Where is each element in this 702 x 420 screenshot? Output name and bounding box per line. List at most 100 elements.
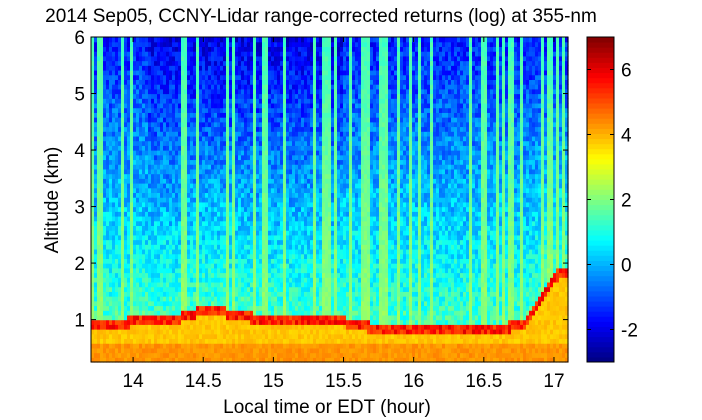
heatmap-cell [298,347,302,354]
heatmap-cell [94,352,98,358]
heatmap-cell [184,150,188,156]
heatmap-cell [268,121,272,128]
heatmap-cell [268,74,272,80]
heatmap-cell [100,74,104,80]
heatmap-cell [235,131,239,137]
heatmap-cell [115,319,119,325]
heatmap-cell [259,187,263,194]
heatmap-cell [220,41,224,48]
heatmap-cell [235,74,239,80]
heatmap-cell [172,211,176,217]
heatmap-cell [97,145,101,151]
heatmap-cell [208,258,212,264]
heatmap-cell [100,300,104,307]
heatmap-cell [154,88,158,95]
heatmap-cell [166,211,170,217]
heatmap-cell [295,272,299,278]
heatmap-cell [100,192,104,198]
heatmap-cell [277,291,281,297]
heatmap-cell [91,201,95,208]
heatmap-cell [136,154,140,161]
heatmap-cell [145,319,149,325]
heatmap-cell [265,98,269,104]
heatmap-cell [139,88,143,95]
heatmap-cell [205,333,209,340]
heatmap-cell [175,117,179,123]
heatmap-cell [256,277,260,283]
heatmap-cell [262,192,266,198]
heatmap-cell [106,277,110,283]
heatmap-cell [283,248,287,255]
heatmap-cell [175,253,179,259]
heatmap-cell [145,220,149,227]
heatmap-cell [283,168,287,175]
heatmap-cell [298,145,302,151]
heatmap-cell [139,112,143,118]
heatmap-cell [292,84,296,90]
heatmap-cell [169,173,173,179]
heatmap-cell [175,300,179,307]
heatmap-cell [232,206,236,212]
heatmap-cell [190,263,194,269]
heatmap-cell [295,248,299,255]
heatmap-cell [196,314,200,321]
heatmap-cell [190,79,194,85]
heatmap-cell [244,329,248,335]
heatmap-cell [103,291,107,297]
heatmap-cell [115,131,119,137]
heatmap-cell [214,131,218,137]
heatmap-cell [280,192,284,198]
heatmap-cell [211,234,215,241]
heatmap-cell [226,150,230,156]
heatmap-cell [274,206,278,212]
heatmap-cell [115,183,119,189]
heatmap-cell [169,126,173,132]
heatmap-cell [226,300,230,307]
heatmap-cell [175,281,179,288]
heatmap-cell [154,230,158,236]
heatmap-cell [280,347,284,354]
heatmap-column [301,37,305,363]
heatmap-cell [112,225,116,231]
heatmap-cell [277,168,281,175]
heatmap-cell [271,74,275,80]
heatmap-cell [160,183,164,189]
heatmap-cell [232,187,236,194]
heatmap-cell [217,178,221,184]
heatmap-cell [268,201,272,208]
heatmap-cell [91,263,95,269]
heatmap-cell [169,281,173,288]
heatmap-cell [103,126,107,132]
heatmap-cell [295,79,299,85]
heatmap-cell [223,197,227,203]
heatmap-cell [238,197,242,203]
heatmap-cell [271,253,275,259]
heatmap-cell [211,178,215,184]
heatmap-cell [265,126,269,132]
heatmap-cell [124,117,128,123]
heatmap-cell [139,324,143,330]
heatmap-cell [151,267,155,274]
heatmap-cell [205,46,209,52]
heatmap-cell [241,74,245,80]
heatmap-cell [112,60,116,66]
heatmap-cell [229,347,233,354]
heatmap-cell [271,347,275,354]
heatmap-cell [127,258,131,264]
heatmap-cell [118,173,122,179]
heatmap-cell [214,263,218,269]
heatmap-cell [295,258,299,264]
heatmap-column [238,37,242,363]
heatmap-cell [241,117,245,123]
heatmap-cell [100,84,104,90]
heatmap-cell [235,343,239,349]
heatmap-cell [100,173,104,179]
heatmap-cell [205,121,209,128]
heatmap-column [295,37,299,363]
heatmap-cell [142,93,146,99]
heatmap-cell [199,37,203,43]
heatmap-cell [283,267,287,274]
heatmap-column [274,37,278,363]
heatmap-cell [106,140,110,146]
heatmap-cell [247,93,251,99]
